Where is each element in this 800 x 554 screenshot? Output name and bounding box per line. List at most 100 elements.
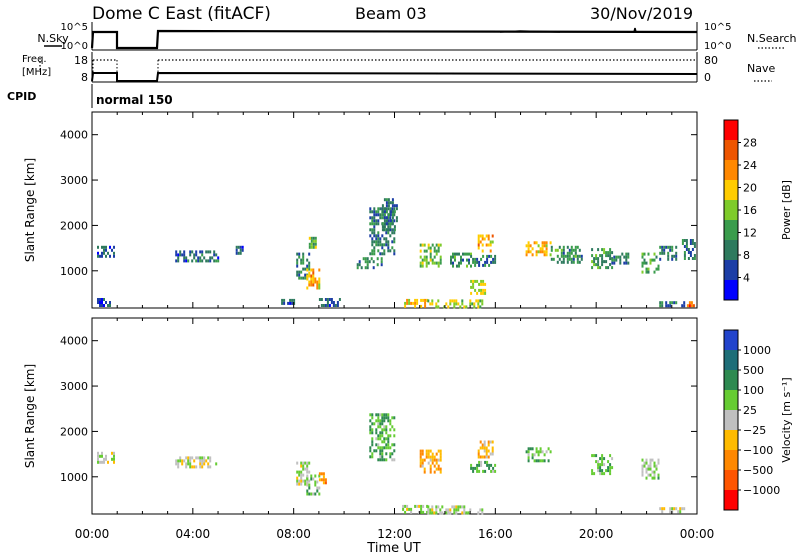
data-cell — [433, 455, 436, 459]
data-region — [97, 451, 115, 464]
data-cell — [312, 477, 315, 481]
data-cell — [439, 243, 442, 247]
data-cell — [451, 505, 454, 509]
colorbar-tick-label: 25 — [743, 404, 757, 417]
data-cell — [385, 458, 388, 462]
data-cell — [416, 504, 419, 508]
data-cell — [369, 431, 372, 435]
data-cell — [197, 259, 200, 263]
data-cell — [621, 252, 624, 256]
data-cell — [539, 447, 542, 451]
data-cell — [175, 259, 178, 263]
data-cell — [474, 466, 477, 470]
data-cell — [659, 301, 662, 305]
data-cell — [193, 459, 196, 463]
data-cell — [310, 268, 313, 272]
data-cell — [334, 304, 337, 307]
data-cell — [431, 505, 434, 509]
data-cell — [617, 255, 620, 259]
data-cell — [492, 466, 495, 470]
data-cell — [527, 453, 530, 457]
data-cell — [455, 511, 458, 515]
data-cell — [383, 252, 386, 256]
data-cell — [103, 248, 105, 252]
data-region — [550, 245, 583, 264]
data-cell — [437, 467, 440, 471]
data-cell — [531, 253, 534, 257]
data-cell — [383, 228, 386, 232]
data-cell — [641, 458, 644, 462]
data-cell — [105, 301, 107, 304]
data-cell — [481, 299, 484, 303]
data-cell — [437, 299, 440, 303]
data-cell — [601, 260, 604, 264]
data-cell — [205, 250, 208, 254]
data-cell — [423, 243, 426, 247]
data-cell — [381, 228, 384, 232]
data-cell — [387, 246, 390, 250]
data-cell — [482, 263, 485, 267]
data-cell — [217, 259, 220, 263]
data-cell — [456, 264, 458, 268]
data-cell — [494, 469, 497, 473]
data-cell — [494, 463, 497, 467]
data-cell — [483, 440, 486, 444]
data-cell — [527, 244, 530, 248]
data-cell — [107, 304, 109, 307]
data-cell — [195, 465, 198, 469]
data-cell — [601, 460, 604, 464]
data-cell — [485, 455, 488, 459]
data-cell — [369, 252, 372, 256]
data-cell — [364, 266, 367, 270]
data-cell — [375, 431, 378, 435]
data-cell — [395, 207, 398, 211]
data-cell — [306, 477, 309, 481]
data-cell — [296, 482, 299, 486]
data-cell — [480, 257, 483, 261]
data-cell — [675, 251, 678, 255]
data-cell — [296, 479, 299, 483]
data-cell — [387, 201, 390, 205]
data-cell — [460, 261, 462, 265]
data-cell — [379, 216, 382, 220]
data-cell — [422, 298, 425, 302]
data-cell — [541, 247, 544, 251]
data-cell — [113, 457, 115, 461]
colorbar-segment — [724, 120, 738, 141]
data-region — [450, 252, 472, 268]
data-cell — [425, 455, 428, 459]
data-cell — [491, 234, 494, 238]
data-cell — [389, 210, 392, 214]
data-cell — [597, 263, 600, 267]
data-cell — [383, 440, 386, 444]
data-cell — [595, 254, 598, 258]
data-cell — [479, 234, 482, 238]
data-cell — [470, 252, 472, 256]
data-cell — [643, 261, 646, 265]
data-cell — [483, 443, 486, 447]
data-cell — [609, 248, 612, 252]
data-cell — [207, 456, 210, 460]
colorbar-segment — [724, 180, 738, 201]
data-cell — [529, 244, 532, 248]
data-cell — [437, 246, 440, 250]
data-cell — [373, 222, 376, 226]
data-cell — [609, 257, 612, 261]
data-cell — [393, 252, 396, 256]
data-cell — [659, 245, 662, 249]
data-cell — [296, 470, 299, 474]
data-cell — [429, 470, 432, 474]
data-cell — [381, 446, 384, 450]
data-cell — [669, 248, 672, 252]
data-cell — [452, 252, 454, 256]
data-cell — [175, 253, 178, 257]
data-cell — [385, 240, 388, 244]
data-cell — [314, 236, 317, 240]
data-cell — [181, 253, 184, 257]
data-cell — [373, 213, 376, 217]
data-cell — [601, 257, 604, 261]
data-cell — [463, 511, 466, 515]
data-cell — [611, 251, 614, 255]
data-cell — [556, 254, 559, 258]
data-cell — [391, 219, 394, 223]
